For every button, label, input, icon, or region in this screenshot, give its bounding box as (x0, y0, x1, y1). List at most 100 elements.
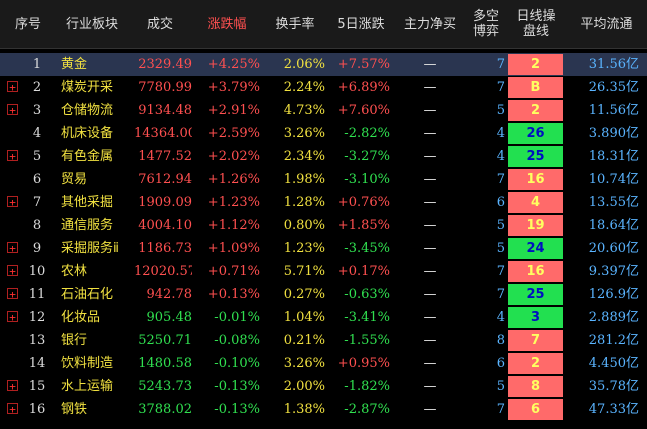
change-pct-cell: +0.71% (207, 264, 260, 279)
main-net-buy-cell: — (423, 172, 437, 187)
daily-line-badge: B (508, 77, 563, 98)
daily-line-badge: 26 (508, 123, 563, 144)
sector-name[interactable]: 贸易 (61, 172, 88, 187)
main-net-buy-cell: — (423, 333, 437, 348)
price-cell: 1477.52 (138, 149, 192, 164)
price-cell: 1909.09 (138, 195, 192, 210)
change-pct-cell: +2.02% (207, 149, 260, 164)
sector-name[interactable]: 石油石化 (61, 287, 114, 302)
row-index: 13 (28, 333, 46, 348)
table-row[interactable]: 13 银行 5250.71 -0.08% 0.21% -1.55% — 8 7 281.2亿 (0, 329, 647, 352)
change-pct-cell: +1.23% (207, 195, 260, 210)
five-day-change-cell: +7.57% (337, 57, 390, 72)
table-row[interactable]: +10 农林 12020.57 +0.71% 5.71% +0.17% — 7 16 9.397亿 (0, 260, 647, 283)
table-row[interactable]: +9 采掘服务ⅱ 1186.73 +1.09% 1.23% -3.45% — 5 24 20.60… (0, 237, 647, 260)
table-row[interactable]: +15 水上运输 5243.73 -0.13% 2.00% -1.82% — 5 8 35.78亿 (0, 375, 647, 398)
header-turnover[interactable]: 换手率 (275, 16, 315, 32)
price-cell: 5250.71 (138, 333, 192, 348)
main-net-buy-cell: — (423, 287, 437, 302)
sector-name[interactable]: 其他采掘 (61, 195, 114, 210)
header-change-pct[interactable]: 涨跌幅 (207, 16, 247, 32)
five-day-change-cell: -3.45% (344, 241, 390, 256)
row-index: 5 (32, 149, 42, 164)
table-row[interactable]: +16 钢铁 3788.02 -0.13% 1.38% -2.87% — 7 6 47.33亿 (0, 398, 647, 421)
bull-bear-cell: 5 (496, 103, 505, 118)
daily-line-badge: 25 (508, 146, 563, 167)
price-cell: 4004.10 (138, 218, 192, 233)
main-net-buy-cell: — (423, 310, 437, 325)
turnover-cell: 0.80% (283, 218, 325, 233)
bull-bear-cell: 7 (496, 57, 505, 72)
table-row[interactable]: 1 黄金 2329.49 +4.25% 2.06% +7.57% — 7 2 31.56亿 (0, 53, 647, 76)
turnover-cell: 0.21% (283, 333, 325, 348)
expand-icon[interactable]: + (7, 288, 18, 300)
change-pct-cell: +2.59% (207, 126, 260, 141)
turnover-cell: 1.38% (283, 402, 325, 417)
daily-line-badge: 2 (508, 100, 563, 121)
table-row[interactable]: 8 通信服务 4004.10 +1.12% 0.80% +1.85% — 5 19 18.64亿 (0, 214, 647, 237)
header-bull-bear[interactable]: 多空 博弈 (472, 9, 499, 39)
header-avg-mcap[interactable]: 平均流通 (580, 16, 633, 32)
avg-mcap-cell: 13.55亿 (588, 195, 639, 210)
table-row[interactable]: +2 煤炭开采 7780.99 +3.79% 2.24% +6.89% — 7 B 26.35亿 (0, 76, 647, 99)
five-day-change-cell: -1.55% (344, 333, 390, 348)
turnover-cell: 3.26% (283, 126, 325, 141)
sector-name[interactable]: 钢铁 (61, 402, 88, 417)
five-day-change-cell: -0.63% (344, 287, 390, 302)
header-sector[interactable]: 行业板块 (65, 16, 118, 32)
sector-name[interactable]: 饮料制造 (61, 356, 114, 371)
table-row[interactable]: +12 化妆品 905.48 -0.01% 1.04% -3.41% — 4 3 2.889亿 (0, 306, 647, 329)
avg-mcap-cell: 35.78亿 (588, 379, 639, 394)
expand-icon[interactable]: + (7, 311, 18, 323)
sector-name[interactable]: 通信服务 (61, 218, 114, 233)
sector-name[interactable]: 农林 (61, 264, 88, 279)
expand-icon[interactable]: + (7, 403, 18, 415)
sector-name[interactable]: 采掘服务ⅱ (61, 241, 119, 256)
expand-icon[interactable]: + (7, 265, 18, 277)
expand-icon[interactable]: + (7, 242, 18, 254)
header-daily-line[interactable]: 日线操 盘线 (516, 9, 556, 39)
header-5day-change[interactable]: 5日涨跌 (337, 16, 385, 32)
daily-line-badge: 7 (508, 330, 563, 351)
header-price[interactable]: 成交 (146, 16, 173, 32)
row-index: 10 (28, 264, 46, 279)
daily-line-badge: 24 (508, 238, 563, 259)
table-row[interactable]: +3 仓储物流 9134.48 +2.91% 4.73% +7.60% — 5 2 11.56亿 (0, 99, 647, 122)
row-index: 4 (32, 126, 42, 141)
sector-name[interactable]: 有色金属 (61, 149, 114, 164)
expand-icon[interactable]: + (7, 380, 18, 392)
expand-icon[interactable]: + (7, 81, 18, 93)
sector-name[interactable]: 煤炭开采 (61, 80, 114, 95)
sector-name[interactable]: 化妆品 (61, 310, 101, 325)
sector-name[interactable]: 仓储物流 (61, 103, 114, 118)
header-index[interactable]: 序号 (14, 16, 41, 32)
table-row[interactable]: +11 石油石化 942.78 +0.13% 0.27% -0.63% — 7 25 126.9亿 (0, 283, 647, 306)
sector-name[interactable]: 机床设备 (61, 126, 114, 141)
avg-mcap-cell: 126.9亿 (588, 287, 639, 302)
sector-name[interactable]: 水上运输 (61, 379, 114, 394)
table-row[interactable]: +7 其他采掘 1909.09 +1.23% 1.28% +0.76% — 6 4 13.55亿 (0, 191, 647, 214)
table-row[interactable]: 6 贸易 7612.94 +1.26% 1.98% -3.10% — 7 16 10.74亿 (0, 168, 647, 191)
main-net-buy-cell: — (423, 241, 437, 256)
sector-name[interactable]: 黄金 (61, 57, 88, 72)
avg-mcap-cell: 281.2亿 (588, 333, 639, 348)
table-row[interactable]: 4 机床设备 14364.00 +2.59% 3.26% -2.82% —4 26 3.890亿 (0, 122, 647, 145)
turnover-cell: 2.34% (283, 149, 325, 164)
expand-icon[interactable]: + (7, 104, 18, 116)
main-net-buy-cell: — (423, 402, 437, 417)
header-main-net-buy[interactable]: 主力净买 (403, 16, 456, 32)
avg-mcap-cell: 18.31亿 (588, 149, 639, 164)
avg-mcap-cell: 9.397亿 (588, 264, 639, 279)
sector-name[interactable]: 银行 (61, 333, 88, 348)
table-row[interactable]: 14 饮料制造 1480.58 -0.10% 3.26% +0.95% — 6 2 4.450亿 (0, 352, 647, 375)
bull-bear-cell: 4 (496, 310, 505, 325)
expand-icon[interactable]: + (7, 150, 18, 162)
main-net-buy-cell: — (423, 80, 437, 95)
turnover-cell: 1.28% (283, 195, 325, 210)
table-row[interactable]: +5 有色金属 1477.52 +2.02% 2.34% -3.27% — 4 25 18.31亿 (0, 145, 647, 168)
main-net-buy-cell: — (423, 126, 437, 141)
expand-icon[interactable]: + (7, 196, 18, 208)
turnover-cell: 4.73% (283, 103, 325, 118)
row-index: 2 (32, 80, 42, 95)
